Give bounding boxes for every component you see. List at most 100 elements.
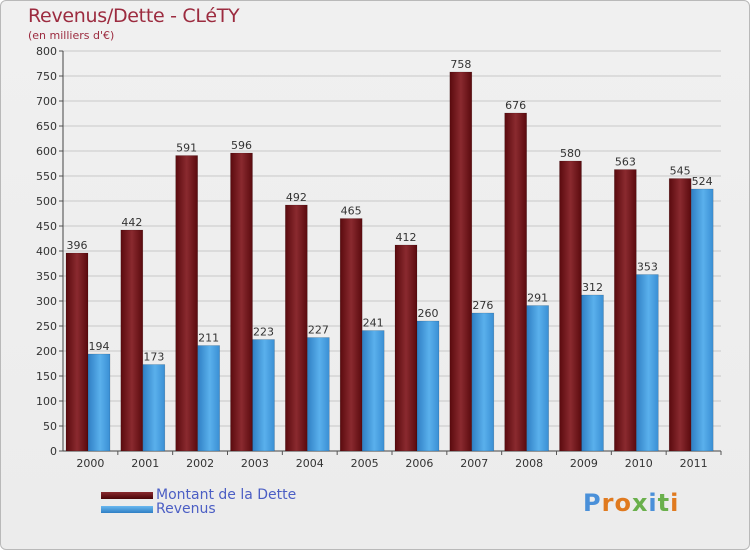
data-label-revenue: 291 [527,292,548,305]
y-tick-label: 650 [36,120,57,133]
y-tick-label: 200 [36,345,57,358]
x-tick-label: 2011 [680,457,708,470]
x-tick-label: 2002 [186,457,214,470]
data-label-revenue: 227 [308,324,329,337]
y-tick-label: 700 [36,95,57,108]
bar-outline-debt [449,71,473,452]
data-label-debt: 591 [176,142,197,155]
bar-outline-revenue [142,364,166,452]
bar-debt [669,178,692,451]
data-label-revenue: 223 [253,326,274,339]
bar-outline-revenue [690,188,714,452]
bar-revenue [362,330,385,451]
bar-revenue [307,337,330,451]
bar-debt [340,218,363,451]
y-tick-label: 350 [36,270,57,283]
legend-swatch-revenue [101,506,153,513]
data-label-debt: 465 [341,205,362,218]
logo-letter: t [657,489,671,517]
data-labels: 396 194 442 173 591 211 596 223 492 227 465 241 412 2… [67,58,713,364]
x-tick-label: 2005 [351,457,379,470]
bar-debt [395,245,417,451]
x-tick-label: 2007 [460,457,488,470]
bar-revenue [526,305,549,451]
bars [65,71,714,452]
y-tick-label: 300 [36,295,57,308]
legend-label-debt: Montant de la Dette [156,487,297,503]
bar-revenue [471,313,494,451]
bar-revenue [636,274,659,451]
logo-letter: x [631,489,649,517]
bar-debt [285,205,308,451]
chart-subtitle: (en milliers d'€) [28,29,115,42]
bar-debt [559,161,582,451]
logo-letter: i [670,489,680,517]
bar-debt [614,169,637,451]
data-label-debt: 545 [670,165,691,178]
bar-debt [120,230,143,451]
bar-outline-revenue [87,353,111,452]
bar-outline-revenue [197,345,220,452]
bar-outline-revenue [636,274,659,452]
bar-outline-debt [175,155,198,452]
data-label-debt: 580 [560,147,581,160]
bar-debt [175,155,198,451]
data-label-revenue: 211 [198,332,219,345]
legend-swatch-debt [101,492,153,499]
y-tick-label: 50 [43,420,57,433]
bar-debt [66,253,88,451]
y-tick-label: 550 [36,170,57,183]
bar-debt [230,153,253,451]
bar-revenue [417,321,439,451]
bar-debt [504,113,527,451]
y-tick-label: 600 [36,145,57,158]
data-label-revenue: 276 [472,299,493,312]
bar-outline-revenue [416,320,440,452]
y-tick-label: 750 [36,70,57,83]
y-tick-label: 400 [36,245,57,258]
y-tick-label: 500 [36,195,57,208]
y-tick-label: 450 [36,220,57,233]
logo-letter: r [601,489,615,517]
x-tick-label: 2009 [570,457,598,470]
bar-debt [449,72,472,451]
bar-revenue [252,339,275,451]
data-label-debt: 396 [67,239,88,252]
grid [63,50,721,427]
y-tick-label: 800 [36,45,57,58]
bar-outline-debt [504,112,527,452]
data-label-revenue: 241 [363,317,384,330]
y-tick-label: 250 [36,320,57,333]
data-label-debt: 596 [231,139,252,152]
bar-outline-revenue [307,337,330,452]
x-tick-label: 2000 [76,457,104,470]
x-tick-label: 2001 [131,457,159,470]
data-label-revenue: 524 [692,175,713,188]
bar-outline-debt [65,252,89,452]
bar-outline-debt [120,229,144,452]
y-tick-label: 100 [36,395,57,408]
data-label-revenue: 312 [582,281,603,294]
bar-outline-revenue [526,305,549,452]
data-label-revenue: 353 [637,261,658,274]
bar-revenue [88,354,110,451]
bar-revenue [142,364,165,451]
bar-revenue [581,295,604,451]
data-label-debt: 758 [450,58,471,71]
bar-outline-debt [285,204,308,452]
x-tick-label: 2004 [296,457,324,470]
chart-title: Revenus/Dette - CLéTY [28,5,240,27]
axes: 0 50 100 150 200 250 300 350 400 450 500 550 600 650 7… [36,45,722,470]
data-label-debt: 676 [505,99,526,112]
logo-letter: P [583,489,602,517]
y-tick-label: 0 [50,445,57,458]
bar-outline-debt [230,152,253,452]
y-tick-label: 150 [36,370,57,383]
data-label-debt: 563 [615,156,636,169]
proxiti-logo: Proxiti [583,489,679,517]
bar-outline-revenue [471,312,495,452]
logo-letter: o [614,489,632,517]
data-label-revenue: 194 [89,340,110,353]
